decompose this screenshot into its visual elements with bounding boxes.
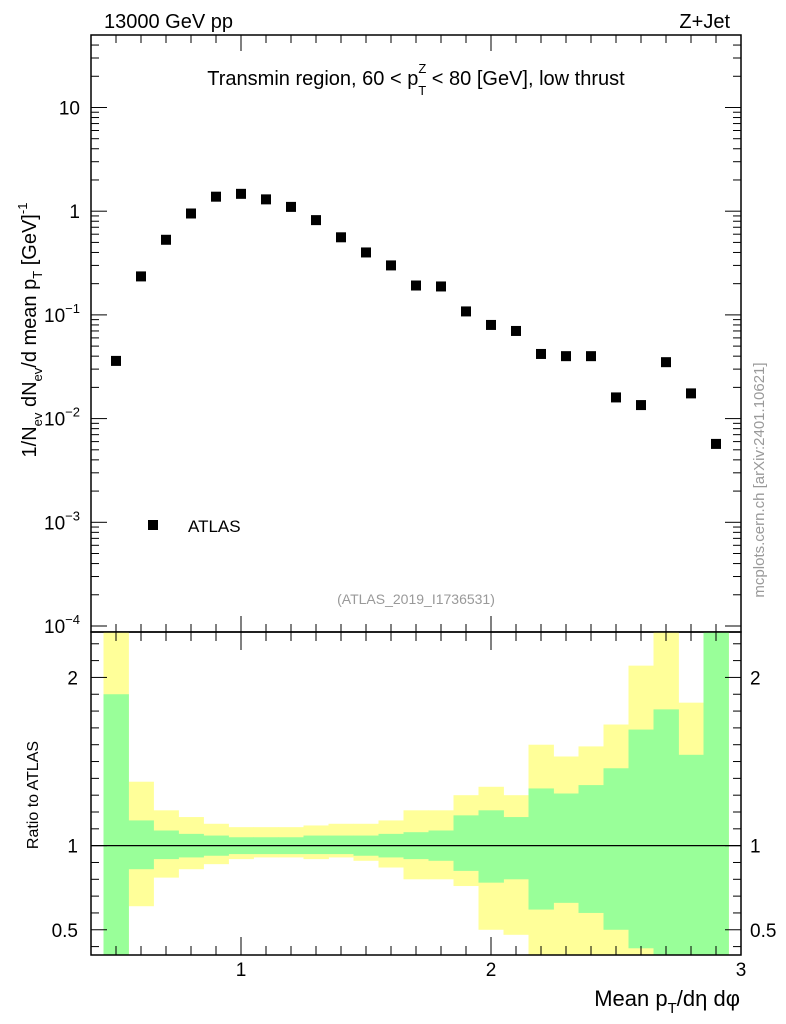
data-point: [411, 280, 421, 291]
ratio-band-bin: [503, 817, 529, 880]
data-point: [111, 355, 121, 366]
main-y-axis-label: 1/Nev dNev/d mean pT [GeV]-1: [15, 203, 45, 458]
x-axis-label: Mean pT/dη dφ: [594, 986, 740, 1017]
ratio-band-bin: [128, 820, 154, 870]
data-point: [386, 260, 396, 271]
data-point: [186, 208, 196, 219]
ratio-plot-frame: [90, 631, 742, 956]
ratio-band-bin: [678, 754, 704, 955]
ratio-y-tick-label: 2: [67, 668, 78, 689]
data-point: [261, 194, 271, 205]
data-point: [536, 348, 546, 359]
data-point: [136, 271, 146, 282]
plot-title: Transmin region, 60 < pZ T < 80 [GeV], lo…: [207, 61, 625, 98]
main-y-tick-label: 10−1: [44, 301, 80, 327]
energy-label: 13000 GeV pp: [104, 11, 233, 33]
main-y-tick-label: 10−3: [44, 508, 80, 534]
data-point: [511, 325, 521, 336]
ratio-band-bin: [603, 768, 629, 930]
main-plot-panel: 10−4 10−3 10−2 10−1 1 10 Transmin region, 60 …: [15, 34, 742, 638]
ratio-band-bin: [703, 632, 729, 955]
ratio-band-bin: [303, 835, 329, 855]
data-point: [436, 281, 446, 292]
data-point: [661, 357, 671, 368]
main-axis-ticks: [91, 34, 741, 632]
data-point: [561, 351, 571, 362]
main-y-tick-label: 10−4: [44, 612, 80, 638]
ratio-band-bin: [553, 793, 579, 903]
main-y-tick-label: 1: [69, 202, 80, 223]
legend-label: ATLAS: [188, 517, 241, 536]
ratio-y-axis-label: Ratio to ATLAS: [25, 741, 42, 849]
data-point: [611, 392, 621, 403]
ratio-plot-panel: 0.5 0.5 1 1 2 2 1 2 3 Ratio to ATLAS Mean pT/dη…: [25, 631, 777, 1017]
ratio-y-tick-label-right: 2: [750, 668, 761, 689]
data-point: [586, 351, 596, 362]
ratio-band-bin: [153, 830, 179, 860]
data-point: [311, 215, 321, 226]
ratio-y-tick-label: 0.5: [52, 921, 78, 942]
ratio-y-tick-label-right: 0.5: [750, 921, 776, 942]
atlas-data-points: [111, 188, 721, 449]
data-point: [211, 191, 221, 202]
ratio-axis-ticks: [91, 632, 742, 955]
ratio-band-bin: [103, 694, 129, 955]
main-y-tick-label: 10: [59, 98, 80, 119]
ratio-band-bin: [478, 810, 504, 883]
data-point: [461, 306, 471, 317]
data-point: [636, 400, 646, 411]
ratio-band-bin: [578, 785, 604, 913]
data-point: [161, 234, 171, 245]
ratio-band-bin: [328, 835, 354, 855]
data-point: [336, 232, 346, 243]
ratio-uncertainty-bands: [103, 632, 729, 955]
x-tick-label: 2: [486, 960, 497, 981]
main-plot-frame: [90, 34, 742, 633]
main-y-tick-label: 10−2: [44, 405, 80, 431]
data-point: [486, 319, 496, 330]
ratio-band-bin: [653, 709, 679, 955]
main-y-tick-labels: 10−4 10−3 10−2 10−1 1 10: [44, 98, 80, 638]
x-tick-label: 3: [736, 960, 747, 981]
analysis-id-annotation: (ATLAS_2019_I1736531): [337, 591, 495, 607]
ratio-x-tick-labels: 1 2 3: [236, 960, 747, 981]
ratio-band-bin: [453, 815, 479, 871]
data-point: [686, 388, 696, 399]
data-point: [711, 438, 721, 449]
ratio-y-tick-label: 1: [67, 837, 78, 858]
process-label: Z+Jet: [679, 11, 730, 33]
mcplots-side-label: mcplots.cern.ch [arXiv:2401.10621]: [751, 362, 768, 597]
legend-marker: [148, 520, 158, 530]
data-point: [236, 188, 246, 199]
x-tick-label: 1: [236, 960, 247, 981]
ratio-y-tick-labels: 0.5 0.5 1 1 2 2: [52, 668, 777, 941]
ratio-band-bin: [628, 729, 654, 949]
ratio-band-bin: [528, 788, 554, 910]
ratio-y-tick-label-right: 1: [750, 837, 761, 858]
data-point: [286, 201, 296, 212]
data-point: [361, 247, 371, 258]
